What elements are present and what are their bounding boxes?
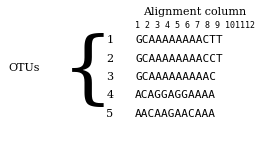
Text: {: { bbox=[62, 33, 114, 111]
Text: 5: 5 bbox=[106, 109, 114, 119]
Text: ACAGGAGGAAAA: ACAGGAGGAAAA bbox=[135, 90, 216, 100]
Text: AACAAGAACAAA: AACAAGAACAAA bbox=[135, 109, 216, 119]
Text: 4: 4 bbox=[106, 90, 114, 100]
Text: 2: 2 bbox=[106, 53, 114, 63]
Text: OTUs: OTUs bbox=[8, 63, 40, 73]
Text: 1 2 3 4 5 6 7 8 9 101112: 1 2 3 4 5 6 7 8 9 101112 bbox=[135, 21, 255, 30]
Text: GCAAAAAAAAAC: GCAAAAAAAAAC bbox=[135, 72, 216, 82]
Text: GCAAAAAAAACCT: GCAAAAAAAACCT bbox=[135, 53, 223, 63]
Text: Alignment column: Alignment column bbox=[143, 7, 247, 17]
Text: 3: 3 bbox=[106, 72, 114, 82]
Text: GCAAAAAAAACTT: GCAAAAAAAACTT bbox=[135, 35, 223, 45]
Text: 1: 1 bbox=[106, 35, 114, 45]
